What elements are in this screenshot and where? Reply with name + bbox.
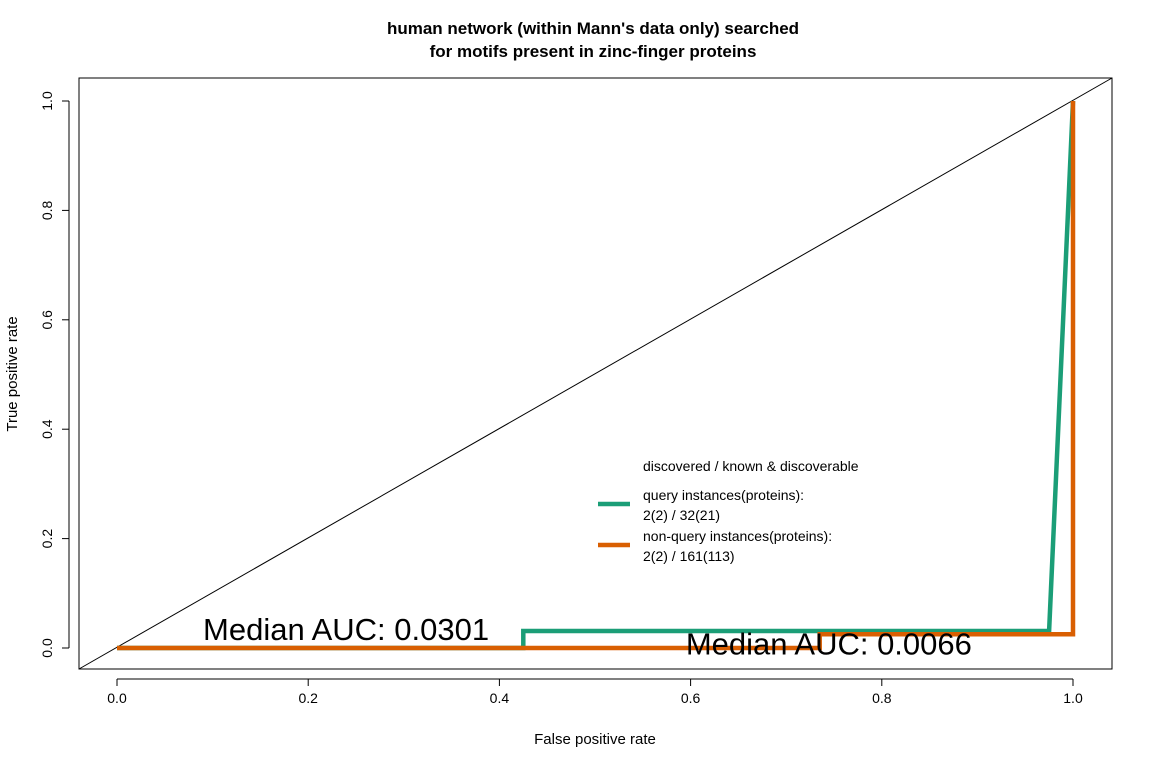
x-tick-label: 0.8 (872, 690, 892, 706)
series-line-1 (117, 100, 1076, 651)
y-tick-label: 0.0 (39, 638, 55, 658)
y-tick-label: 1.0 (39, 91, 55, 111)
y-tick-label: 0.8 (39, 200, 55, 220)
x-tick-label: 0.2 (298, 690, 318, 706)
legend-entry-label: query instances(proteins): (643, 487, 804, 503)
median-auc-annotation: Median AUC: 0.0066 (686, 627, 972, 662)
legend: discovered / known & discoverable query i… (598, 458, 859, 564)
x-tick-label: 0.0 (107, 690, 127, 706)
x-tick-label: 1.0 (1063, 690, 1083, 706)
legend-entry-count: 2(2) / 161(113) (643, 548, 735, 564)
x-axis-label: False positive rate (534, 731, 656, 748)
plot-frame (78, 77, 1113, 670)
legend-entry-count: 2(2) / 32(21) (643, 507, 720, 523)
chart-title-line: for motifs present in zinc-finger protei… (430, 42, 757, 61)
median-auc-annotation: Median AUC: 0.0301 (203, 612, 489, 647)
legend-entry-label: non-query instances(proteins): (643, 528, 832, 544)
legend-title: discovered / known & discoverable (643, 458, 859, 474)
diagonal-reference-line (78, 77, 1113, 670)
chart-title: human network (within Mann's data only) … (387, 19, 799, 61)
y-tick-label: 0.4 (39, 419, 55, 439)
series-lines (117, 100, 1076, 651)
chart-title-line: human network (within Mann's data only) … (387, 19, 799, 38)
x-tick-label: 0.6 (681, 690, 701, 706)
x-tick-label: 0.4 (490, 690, 510, 706)
y-axis: 0.0 0.2 0.4 0.6 0.8 1.0 (39, 91, 70, 658)
series-line-2 (117, 101, 1076, 651)
y-tick-label: 0.6 (39, 310, 55, 330)
y-tick-label: 0.2 (39, 529, 55, 549)
x-axis: 0.0 0.2 0.4 0.6 0.8 1.0 (107, 678, 1083, 706)
y-axis-label: True positive rate (4, 316, 21, 431)
auc-annotations: Median AUC: 0.0301 Median AUC: 0.0066 (203, 612, 972, 662)
